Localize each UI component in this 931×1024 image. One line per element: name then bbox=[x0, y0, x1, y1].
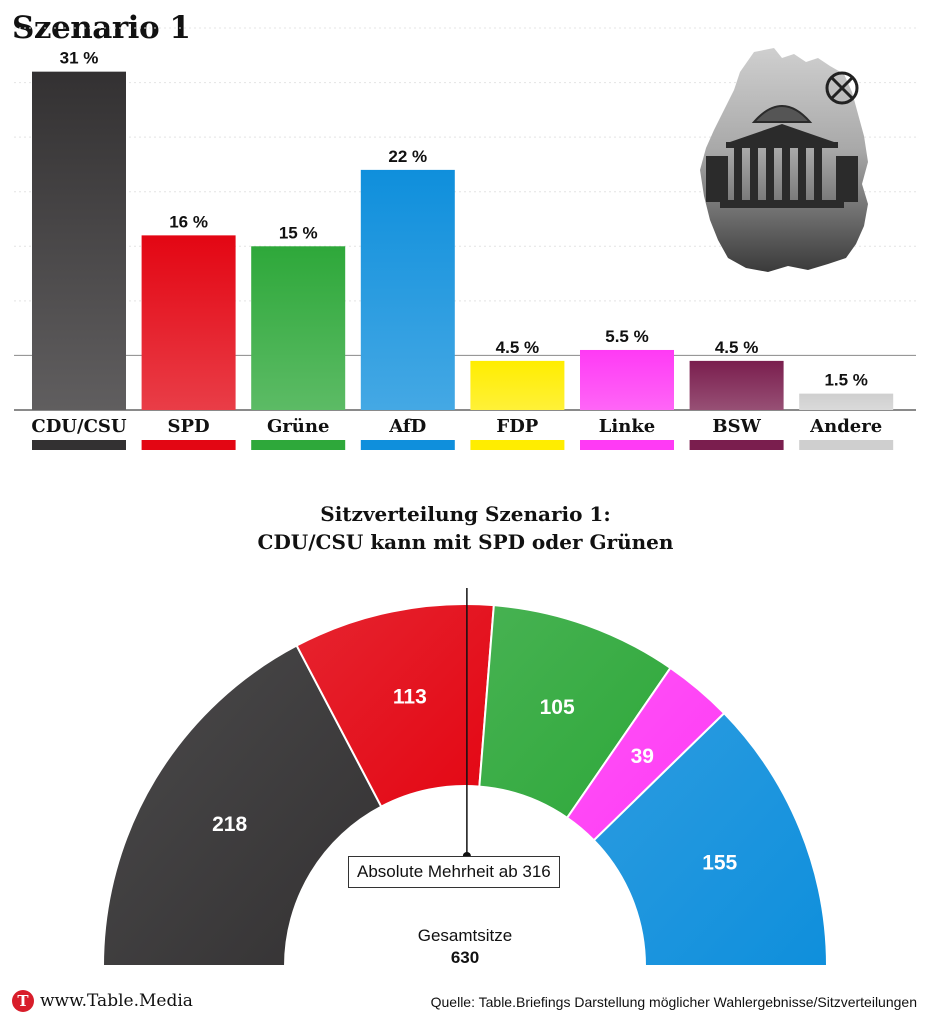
ballot-cross-icon bbox=[825, 71, 859, 105]
category-label-spd: SPD bbox=[168, 416, 210, 437]
data-label-fdp: 4.5 % bbox=[496, 338, 539, 357]
legend-swatch-bsw bbox=[689, 440, 784, 450]
total-seats-label: Gesamtsitze bbox=[417, 926, 513, 945]
data-label-afd: 22 % bbox=[388, 147, 427, 166]
data-label-gruene: 15 % bbox=[279, 223, 318, 242]
germany-reichstag-map-icon bbox=[700, 48, 868, 272]
page-title: Szenario 1 bbox=[12, 10, 191, 46]
legend-swatch-fdp bbox=[470, 440, 565, 450]
seat-chart-title: Sitzverteilung Szenario 1: CDU/CSU kann … bbox=[0, 500, 931, 556]
seat-chart-title-line2: CDU/CSU kann mit SPD oder Grünen bbox=[257, 530, 674, 554]
seat-label-gruene: 105 bbox=[540, 696, 575, 719]
legend-swatch-cdu-csu bbox=[32, 440, 126, 450]
legend-swatch-spd bbox=[141, 440, 236, 450]
bar-chart: 31 % 16 % 15 % 22 % 4.5 % 5.5 % 4.5 % 1.5 % CDU… bbox=[14, 27, 916, 450]
seat-label-cdu-csu: 218 bbox=[212, 813, 247, 836]
legend-swatch-afd bbox=[360, 440, 455, 450]
category-label-afd: AfD bbox=[388, 416, 426, 437]
seat-label-linke: 39 bbox=[631, 745, 654, 768]
data-label-andere: 1.5 % bbox=[824, 371, 867, 390]
category-label-gruene: Grüne bbox=[267, 416, 329, 437]
data-label-linke: 5.5 % bbox=[605, 327, 648, 346]
category-label-bsw: BSW bbox=[712, 416, 761, 437]
bar-linke bbox=[580, 349, 674, 410]
category-label-fdp: FDP bbox=[496, 416, 538, 437]
seat-chart-title-line1: Sitzverteilung Szenario 1: bbox=[320, 502, 611, 526]
bar-fdp bbox=[470, 360, 565, 410]
category-label-cdu-csu: CDU/CSU bbox=[31, 416, 127, 437]
majority-label: Absolute Mehrheit ab 316 bbox=[348, 856, 560, 888]
bar-bsw bbox=[689, 360, 784, 410]
bar-afd bbox=[360, 169, 455, 410]
legend-swatch-gruene bbox=[251, 440, 346, 450]
category-label-andere: Andere bbox=[809, 416, 882, 437]
seat-segment-afd bbox=[592, 711, 829, 967]
bar-spd bbox=[141, 235, 236, 410]
legend-swatch-linke bbox=[580, 440, 674, 450]
seat-segment-cdu-csu bbox=[101, 644, 383, 967]
source-note: Quelle: Table.Briefings Darstellung mögl… bbox=[430, 994, 917, 1010]
category-label-linke: Linke bbox=[599, 416, 656, 437]
brand-url[interactable]: www.Table.Media bbox=[40, 991, 193, 1011]
bar-andere bbox=[799, 393, 894, 410]
data-label-spd: 16 % bbox=[169, 212, 208, 231]
legend-swatch-andere bbox=[799, 440, 894, 450]
data-label-bsw: 4.5 % bbox=[715, 338, 758, 357]
brand[interactable]: T www.Table.Media bbox=[12, 990, 193, 1012]
data-label-cdu-csu: 31 % bbox=[60, 49, 99, 68]
table-media-logo-icon: T bbox=[12, 990, 34, 1012]
bar-gruene bbox=[251, 246, 346, 410]
seat-label-spd: 113 bbox=[393, 686, 427, 709]
total-seats-value: 630 bbox=[450, 948, 480, 967]
bar-cdu-csu bbox=[32, 71, 126, 411]
seat-label-afd: 155 bbox=[702, 851, 737, 874]
